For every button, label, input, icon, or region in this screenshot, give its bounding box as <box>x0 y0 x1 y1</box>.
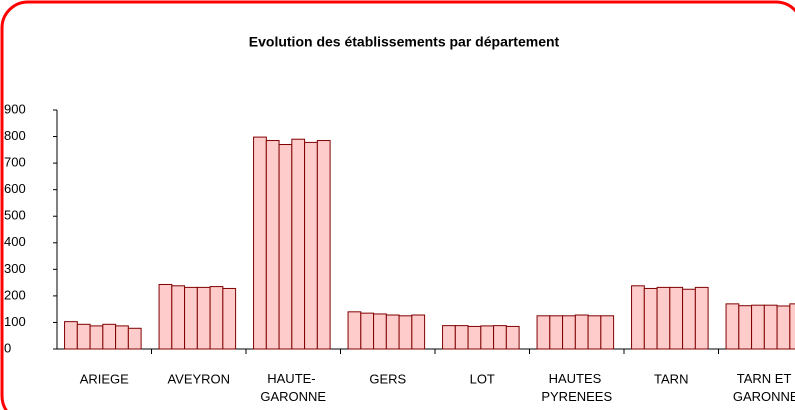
bar <box>209 286 224 350</box>
bar <box>694 286 709 350</box>
y-tick-label: 300 <box>4 261 26 276</box>
bar <box>171 285 186 350</box>
bar <box>398 315 413 350</box>
chart-title: Evolution des établissements par départe… <box>249 34 560 50</box>
bar <box>158 283 173 350</box>
bar <box>631 285 645 350</box>
bar <box>763 304 778 350</box>
x-tick-label: TARN <box>654 371 688 386</box>
bar <box>669 286 684 350</box>
bar <box>738 305 753 350</box>
y-tick-label: 600 <box>4 181 26 196</box>
bar <box>316 140 331 350</box>
bar <box>278 144 293 350</box>
bar <box>776 305 791 350</box>
bar <box>505 325 520 350</box>
bar <box>360 312 375 350</box>
bar <box>574 314 589 350</box>
x-tick-label: HAUTE- GARONNE <box>260 371 326 404</box>
y-tick-label: 800 <box>4 128 26 143</box>
y-tick-label: 200 <box>4 287 26 302</box>
bar <box>493 325 507 350</box>
bar <box>102 323 117 350</box>
x-tick-label: TARN ET GARONNE <box>733 371 795 404</box>
bar <box>587 315 602 350</box>
bar <box>373 313 387 350</box>
bar <box>265 140 280 350</box>
bar <box>562 315 576 350</box>
y-tick-label: 100 <box>4 314 26 329</box>
bar <box>656 286 671 350</box>
bar <box>253 136 267 350</box>
bar <box>536 315 551 350</box>
bar <box>411 314 426 350</box>
bar <box>467 325 482 350</box>
bar <box>442 325 456 350</box>
bar <box>196 286 211 350</box>
bar <box>127 327 142 350</box>
y-tick-label: 500 <box>4 208 26 223</box>
bar <box>76 323 91 350</box>
x-tick-label: GERS <box>369 371 406 386</box>
x-tick-label: LOT <box>470 371 495 386</box>
bar <box>304 141 318 350</box>
bar <box>184 286 198 350</box>
bar <box>600 315 615 350</box>
bar <box>64 321 78 350</box>
y-tick-label: 0 <box>4 340 11 355</box>
bar <box>480 325 495 350</box>
bar <box>789 303 795 350</box>
bar <box>725 303 740 350</box>
bar <box>454 325 469 350</box>
bar <box>549 315 564 350</box>
bar <box>682 288 696 350</box>
x-tick-label: ARIEGE <box>80 371 129 386</box>
bar <box>222 287 237 350</box>
bar <box>291 138 306 350</box>
bar <box>347 311 362 350</box>
y-tick-label: 900 <box>4 101 26 116</box>
bar <box>643 287 658 350</box>
x-tick-label: HAUTES PYRENEES <box>541 371 612 404</box>
bar <box>751 304 765 350</box>
x-tick-label: AVEYRON <box>167 371 230 386</box>
bar <box>89 325 104 350</box>
bar <box>385 314 400 350</box>
y-tick-label: 400 <box>4 234 26 249</box>
y-tick-label: 700 <box>4 155 26 170</box>
bar <box>115 325 129 350</box>
